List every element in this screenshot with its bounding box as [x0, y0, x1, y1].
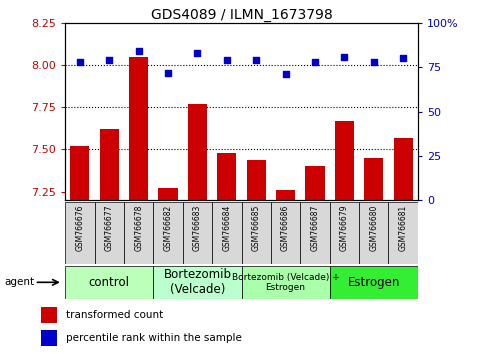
Point	[76, 59, 84, 65]
Bar	[154, 266, 242, 299]
Bar	[212, 202, 242, 264]
Text: Bortezomib
(Velcade): Bortezomib (Velcade)	[163, 268, 231, 296]
Text: GSM766687: GSM766687	[311, 205, 319, 251]
Text: control: control	[89, 276, 130, 289]
Point	[282, 72, 289, 77]
Point	[194, 50, 201, 56]
Bar	[158, 188, 178, 200]
Text: Estrogen: Estrogen	[348, 276, 400, 289]
Bar	[217, 153, 236, 200]
Bar	[335, 121, 354, 200]
Title: GDS4089 / ILMN_1673798: GDS4089 / ILMN_1673798	[151, 8, 332, 22]
Text: GSM766679: GSM766679	[340, 205, 349, 251]
Bar	[388, 202, 418, 264]
Bar	[71, 146, 89, 200]
Text: GSM766685: GSM766685	[252, 205, 261, 251]
Point	[370, 59, 378, 65]
Point	[135, 48, 142, 54]
Bar	[271, 202, 300, 264]
Point	[341, 54, 348, 59]
Point	[252, 57, 260, 63]
Bar	[300, 202, 329, 264]
Point	[223, 57, 231, 63]
Bar	[242, 266, 330, 299]
Bar	[124, 202, 154, 264]
Bar	[65, 266, 154, 299]
Bar	[99, 129, 119, 200]
Text: GSM766686: GSM766686	[281, 205, 290, 251]
Text: GSM766678: GSM766678	[134, 205, 143, 251]
Bar	[41, 330, 57, 346]
Text: GSM766683: GSM766683	[193, 205, 202, 251]
Text: transformed count: transformed count	[67, 310, 164, 320]
Bar	[329, 202, 359, 264]
Text: GSM766681: GSM766681	[398, 205, 408, 251]
Text: Bortezomib (Velcade) +
Estrogen: Bortezomib (Velcade) + Estrogen	[232, 273, 340, 292]
Bar	[154, 202, 183, 264]
Text: GSM766676: GSM766676	[75, 205, 85, 251]
Text: GSM766682: GSM766682	[164, 205, 172, 251]
Bar	[364, 158, 384, 200]
Point	[164, 70, 172, 75]
Bar	[129, 57, 148, 200]
Bar	[183, 202, 212, 264]
Text: percentile rank within the sample: percentile rank within the sample	[67, 333, 242, 343]
Text: GSM766680: GSM766680	[369, 205, 378, 251]
Bar	[41, 307, 57, 324]
Point	[399, 56, 407, 61]
Bar	[95, 202, 124, 264]
Bar	[305, 166, 325, 200]
Bar	[242, 202, 271, 264]
Text: agent: agent	[5, 277, 35, 287]
Bar	[188, 104, 207, 200]
Point	[105, 57, 113, 63]
Bar	[65, 202, 95, 264]
Text: GSM766677: GSM766677	[105, 205, 114, 251]
Text: GSM766684: GSM766684	[222, 205, 231, 251]
Bar	[247, 160, 266, 200]
Bar	[276, 190, 295, 200]
Bar	[394, 138, 412, 200]
Point	[311, 59, 319, 65]
Bar	[329, 266, 418, 299]
Bar	[359, 202, 388, 264]
